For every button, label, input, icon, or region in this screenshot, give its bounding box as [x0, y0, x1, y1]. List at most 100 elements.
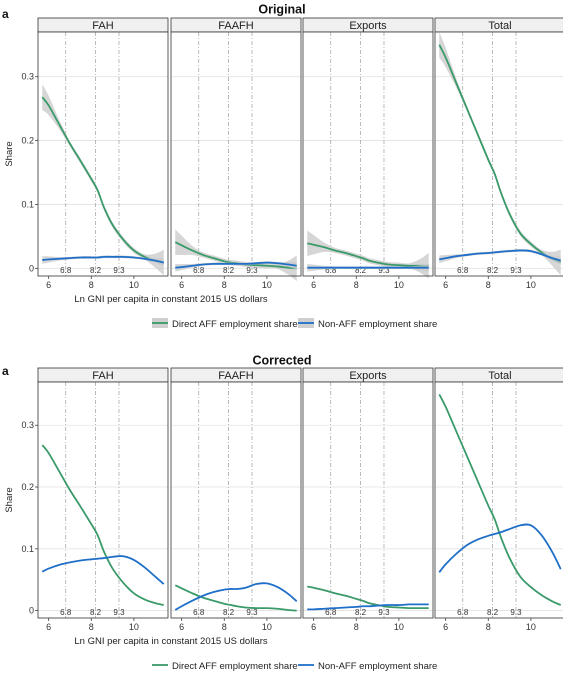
x-tick-label: 6 [311, 280, 316, 290]
y-tick-label: 0.1 [21, 544, 34, 554]
facet-panel-exports: Exports 6.8 8.2 9.3 6 8 10 [302, 367, 434, 632]
y-tick-label: 0.2 [21, 136, 34, 146]
threshold-label: 6.8 [60, 266, 72, 275]
panel-letter: a [2, 364, 9, 378]
x-tick-label: 6 [443, 622, 448, 632]
threshold-label: 9.3 [113, 608, 125, 617]
x-tick-label: 6 [46, 280, 51, 290]
legend-label-direct: Direct AFF employment share [172, 319, 298, 330]
threshold-label: 9.3 [378, 266, 390, 275]
x-tick-label: 10 [262, 622, 272, 632]
x-tick-label: 10 [526, 280, 536, 290]
direct-aff-series-line [438, 44, 562, 264]
threshold-label: 8.2 [487, 608, 499, 617]
plot-background [303, 32, 433, 276]
confidence-band [175, 229, 297, 282]
plot-background [435, 382, 563, 618]
x-tick-label: 10 [526, 622, 536, 632]
facet-title: Exports [349, 20, 387, 32]
x-tick-label: 6 [179, 622, 184, 632]
x-tick-label: 10 [394, 622, 404, 632]
y-tick-label: 0.3 [21, 72, 34, 82]
x-tick-label: 10 [129, 280, 139, 290]
facet-panel-fah: FAH 6.8 8.2 9.3 6 8 10 [37, 17, 169, 290]
confidence-band [42, 84, 164, 276]
plot-background [171, 382, 301, 618]
x-tick-label: 8 [486, 622, 491, 632]
direct-aff-series-line [438, 393, 562, 606]
facet-panel-total: Total 6.8 8.2 9.3 6 8 10 [434, 17, 563, 290]
x-axis-label: Ln GNI per capita in constant 2015 US do… [74, 636, 268, 647]
threshold-label: 8.2 [223, 608, 235, 617]
non-aff-series-line [174, 582, 298, 611]
non-aff-series-line [42, 255, 164, 264]
panel-frame [37, 381, 169, 619]
y-tick-label: 0.3 [21, 420, 34, 430]
facet-panel-faafh: FAAFH 6.8 8.2 9.3 6 8 10 [170, 17, 302, 290]
x-tick-label: 8 [222, 280, 227, 290]
legend-label-nonaff: Non-AFF employment share [318, 661, 437, 672]
x-tick-label: 6 [443, 280, 448, 290]
x-tick-label: 10 [262, 280, 272, 290]
facet-panel-fah: FAH 6.8 8.2 9.3 6 8 10 [37, 367, 169, 632]
x-tick-label: 8 [222, 622, 227, 632]
threshold-label: 9.3 [246, 608, 258, 617]
legend-label-direct: Direct AFF employment share [172, 661, 298, 672]
plot-background [303, 382, 433, 618]
panel-frame [170, 31, 302, 277]
threshold-label: 9.3 [510, 266, 522, 275]
threshold-label: 6.8 [457, 608, 469, 617]
chart-section-corrected: Corrected a 0 0.1 0.2 0.3 Share FAH 6.8 8.2 9.3 6 8 1… [2, 353, 563, 672]
panel-frame [302, 381, 434, 619]
legend-label-nonaff: Non-AFF employment share [318, 319, 437, 330]
non-aff-series-line [41, 555, 165, 585]
direct-aff-series-line [307, 242, 429, 267]
direct-aff-series-line [41, 444, 164, 606]
direct-aff-series-line [174, 584, 297, 612]
panel-letter: a [2, 7, 9, 21]
y-axis-label: Share [4, 141, 15, 166]
threshold-label: 6.8 [325, 608, 337, 617]
non-aff-series-line [175, 261, 297, 269]
threshold-label: 6.8 [60, 608, 72, 617]
y-tick-label: 0 [29, 263, 34, 273]
direct-aff-series-line [41, 96, 164, 264]
panel-frame [434, 31, 563, 277]
y-tick-label: 0.2 [21, 482, 34, 492]
plot-background [38, 32, 168, 276]
facet-panel-faafh: FAAFH 6.8 8.2 9.3 6 8 10 [170, 367, 302, 632]
threshold-label: 6.8 [457, 266, 469, 275]
facet-title: Total [488, 20, 511, 32]
non-aff-series-line [439, 249, 562, 262]
threshold-label: 8.2 [90, 608, 102, 617]
panel-frame [434, 381, 563, 619]
x-tick-label: 6 [46, 622, 51, 632]
x-tick-label: 8 [354, 280, 359, 290]
panel-frame [37, 31, 169, 277]
direct-aff-series-line [307, 585, 429, 610]
facet-title: Total [488, 370, 511, 382]
threshold-label: 8.2 [487, 266, 499, 275]
threshold-label: 9.3 [246, 266, 258, 275]
x-axis-label: Ln GNI per capita in constant 2015 US do… [74, 294, 268, 305]
plot-background [38, 382, 168, 618]
x-tick-label: 6 [311, 622, 316, 632]
x-tick-label: 8 [89, 622, 94, 632]
non-aff-series-line [307, 603, 429, 611]
facet-title: FAAFH [218, 20, 254, 32]
threshold-label: 9.3 [510, 608, 522, 617]
facet-title: FAH [92, 20, 113, 32]
x-tick-label: 10 [129, 622, 139, 632]
threshold-label: 8.2 [90, 266, 102, 275]
threshold-label: 6.8 [325, 266, 337, 275]
threshold-label: 9.3 [113, 266, 125, 275]
section-title: Original [258, 2, 305, 16]
facet-panel-exports: Exports 6.8 8.2 9.3 6 8 10 [302, 17, 434, 290]
x-tick-label: 8 [486, 280, 491, 290]
panel-frame [302, 31, 434, 277]
facet-title: FAAFH [218, 370, 254, 382]
x-tick-label: 8 [354, 622, 359, 632]
threshold-label: 9.3 [378, 608, 390, 617]
plot-background [171, 32, 301, 276]
